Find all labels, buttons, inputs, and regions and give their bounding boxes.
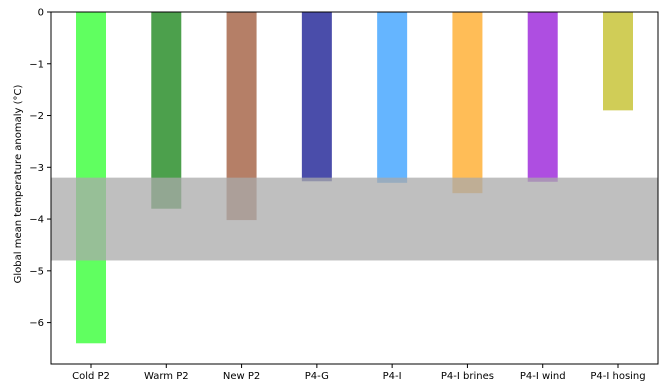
y-tick-label: −4	[29, 215, 44, 226]
y-axis-label: Global mean temperature anomaly (°C)	[13, 85, 24, 284]
y-tick-label: 0	[38, 8, 44, 19]
x-axis: Cold P2 Warm P2 New P2 P4-G P4-I P4-I brines P…	[72, 364, 646, 382]
bar-warm-p2	[151, 12, 182, 209]
y-axis: 0 −1 −2 −3 −4 −5 −6	[29, 8, 51, 329]
bar-p4-g	[301, 12, 332, 182]
plot-frame	[50, 11, 659, 365]
y-tick-label: −1	[29, 59, 44, 70]
x-tick-label: P4-I brines	[441, 371, 494, 382]
bar-p4-i-wind	[527, 12, 558, 182]
bar-layer	[76, 12, 633, 344]
bar-p4-i-brines	[452, 12, 483, 194]
shaded-band	[51, 177, 658, 261]
y-tick-label: −3	[29, 163, 44, 174]
x-tick-label: Warm P2	[144, 371, 189, 382]
bar-p4-i-hosing	[603, 12, 633, 111]
x-tick-label: Cold P2	[72, 371, 110, 382]
y-tick-label: −2	[29, 111, 44, 122]
x-tick-label: P4-I hosing	[590, 371, 645, 382]
x-tick-label: P4-I wind	[520, 371, 566, 382]
bar-p4-i	[377, 12, 408, 183]
y-tick-label: −5	[29, 266, 44, 277]
x-tick-label: P4-I	[383, 371, 402, 382]
y-tick-label: −6	[29, 318, 44, 329]
x-tick-label: New P2	[223, 371, 260, 382]
plot-area	[50, 11, 659, 365]
x-tick-label: P4-G	[305, 371, 329, 382]
